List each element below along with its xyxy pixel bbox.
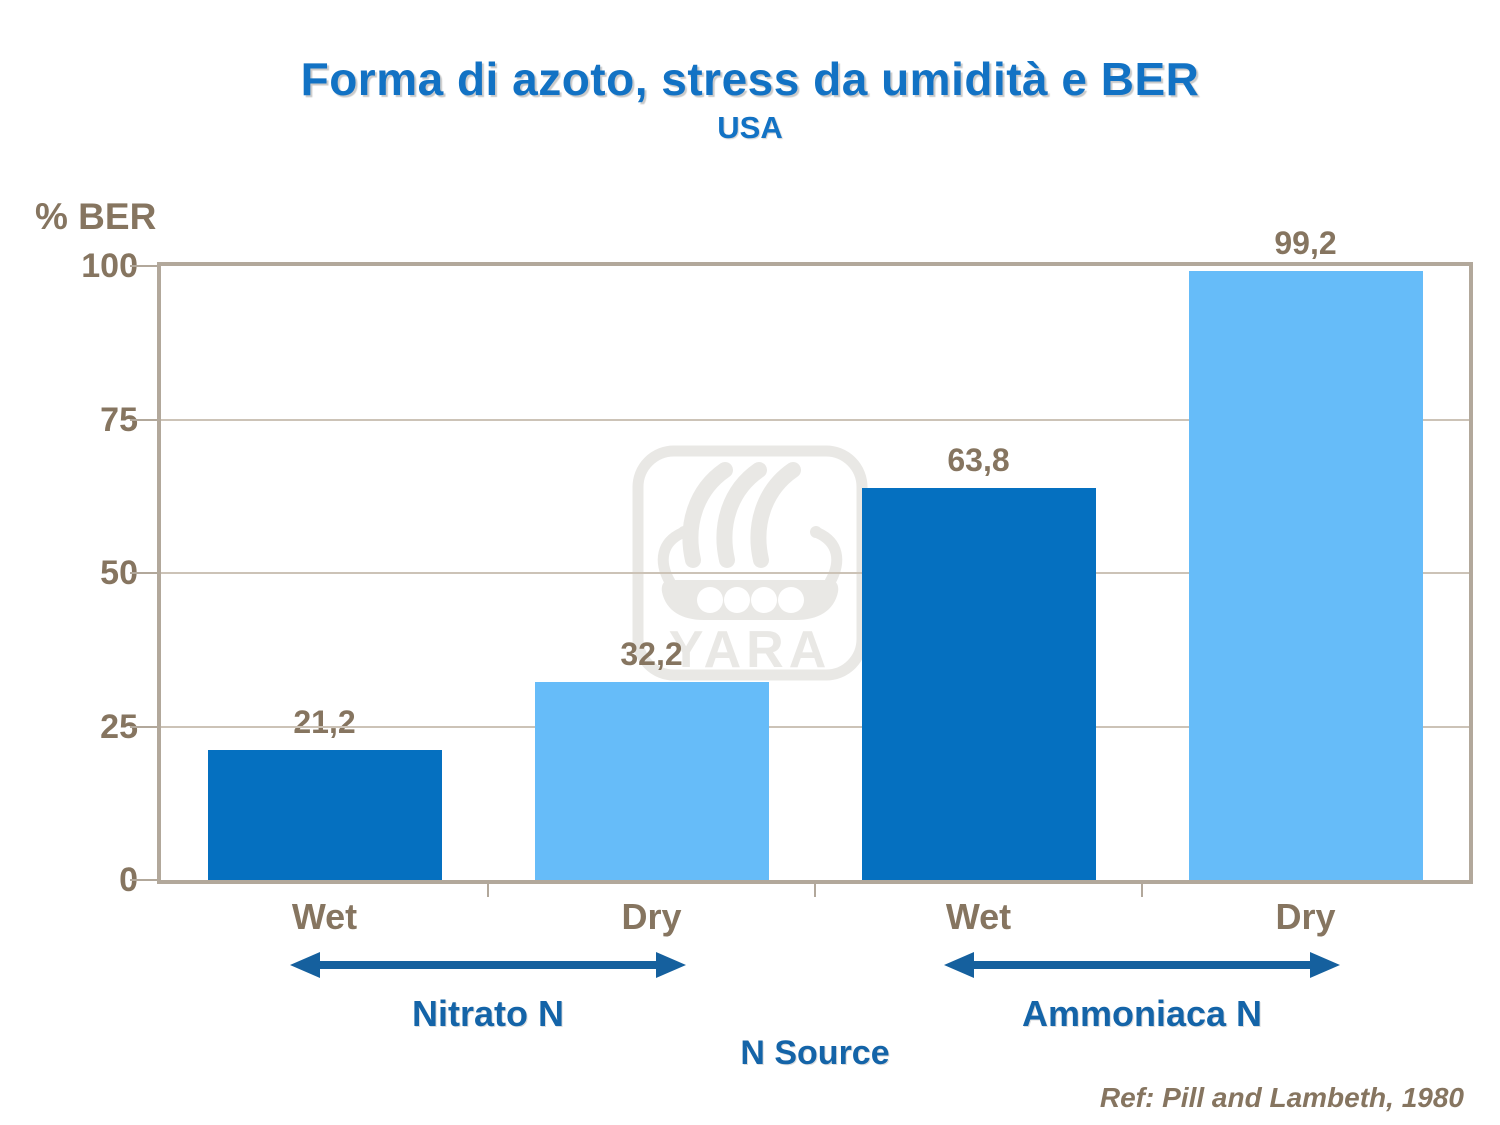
value-label-1: 32,2 — [620, 636, 683, 673]
value-label-3: 99,2 — [1274, 224, 1337, 261]
xtick-mark-2 — [814, 884, 816, 897]
xtick-mark-3 — [1141, 884, 1143, 897]
ytick-label-0: 0 — [119, 861, 138, 899]
group-arrow-0 — [290, 952, 686, 978]
bar-wet-0 — [207, 749, 442, 880]
ytick-mark-0 — [130, 879, 158, 881]
category-label-0: Wet — [291, 896, 358, 937]
ytick-mark-25 — [130, 725, 158, 728]
ytick-label-50: 50 — [100, 554, 138, 592]
watermark-text: YARA — [669, 621, 832, 679]
ytick-mark-100 — [130, 265, 158, 267]
chart-subtitle: USA — [717, 110, 783, 145]
group-arrow-1 — [944, 952, 1340, 978]
ytick-label-75: 75 — [100, 400, 138, 439]
bar-dry-3 — [1188, 270, 1423, 880]
group-label-0: Nitrato N — [412, 993, 564, 1034]
category-label-3: Dry — [1275, 896, 1336, 937]
gridline-50 — [161, 572, 1469, 574]
value-label-2: 63,8 — [947, 442, 1010, 479]
group-label-1: Ammoniaca N — [1021, 993, 1263, 1034]
chart-title: Forma di azoto, stress da umidità e BER — [300, 53, 1200, 105]
value-label-0: 21,2 — [293, 703, 356, 740]
yara-watermark-logo: YARA — [632, 445, 868, 681]
plot-area: YARA — [157, 262, 1473, 884]
gridline-25 — [161, 725, 1469, 728]
bar-wet-2 — [861, 488, 1096, 880]
y-axis-label: % BER — [35, 196, 157, 237]
reference-text: Ref: Pill and Lambeth, 1980 — [1099, 1082, 1464, 1113]
category-label-1: Dry — [621, 896, 682, 937]
category-label-2: Wet — [945, 896, 1012, 937]
viking-ship-icon — [632, 445, 868, 681]
ytick-label-100: 100 — [81, 247, 138, 285]
bar-dry-1 — [534, 682, 769, 880]
ytick-mark-75 — [130, 418, 158, 421]
gridline-75 — [161, 418, 1469, 421]
x-axis-title: N Source — [740, 1034, 890, 1072]
ytick-label-25: 25 — [100, 707, 138, 746]
xtick-mark-1 — [487, 884, 489, 897]
ytick-mark-50 — [130, 572, 158, 574]
